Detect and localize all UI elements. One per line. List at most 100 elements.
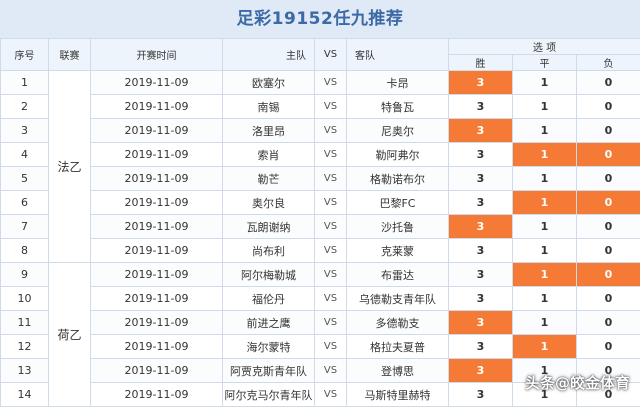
time-cell: 2019-11-09 [91,167,223,191]
time-cell: 2019-11-09 [91,287,223,311]
away-team: 多德勒支 [347,311,449,335]
vs-label: VS [315,95,347,119]
header-home: 主队 [223,39,315,71]
watermark: 头条@皎金体育 [525,372,630,393]
time-cell: 2019-11-09 [91,311,223,335]
home-team: 海尔蒙特 [223,335,315,359]
option-draw: 1 [513,215,577,239]
away-team: 特鲁瓦 [347,95,449,119]
seq-cell: 2 [1,95,49,119]
vs-label: VS [315,143,347,167]
option-draw: 1 [513,287,577,311]
time-cell: 2019-11-09 [91,71,223,95]
vs-label: VS [315,215,347,239]
vs-label: VS [315,287,347,311]
option-draw: 1 [513,239,577,263]
away-team: 布雷达 [347,263,449,287]
league-cell: 荷乙 [49,263,91,407]
seq-cell: 4 [1,143,49,167]
seq-cell: 7 [1,215,49,239]
option-draw: 1 [513,119,577,143]
away-team: 卡昂 [347,71,449,95]
option-win: 3 [449,143,513,167]
option-draw: 1 [513,191,577,215]
home-team: 福伦丹 [223,287,315,311]
seq-cell: 1 [1,71,49,95]
home-team: 阿尔克马尔青年队 [223,383,315,407]
option-win: 3 [449,167,513,191]
away-team: 登博思 [347,359,449,383]
option-draw: 1 [513,335,577,359]
home-team: 勒芒 [223,167,315,191]
time-cell: 2019-11-09 [91,191,223,215]
option-loss: 0 [577,287,640,311]
header-league: 联赛 [49,39,91,71]
option-win: 3 [449,263,513,287]
header-vs: VS [315,39,347,71]
vs-label: VS [315,239,347,263]
page-title: 足彩19152任九推荐 [0,0,640,38]
home-team: 尚布利 [223,239,315,263]
seq-cell: 14 [1,383,49,407]
option-draw: 1 [513,167,577,191]
seq-cell: 10 [1,287,49,311]
option-loss: 0 [577,167,640,191]
option-loss: 0 [577,335,640,359]
away-team: 马斯特里赫特 [347,383,449,407]
away-team: 格拉夫夏普 [347,335,449,359]
option-win: 3 [449,287,513,311]
seq-cell: 3 [1,119,49,143]
header-options: 选 项 [449,39,640,55]
option-win: 3 [449,191,513,215]
away-team: 格勒诺布尔 [347,167,449,191]
home-team: 欧塞尔 [223,71,315,95]
seq-cell: 8 [1,239,49,263]
vs-label: VS [315,383,347,407]
vs-label: VS [315,335,347,359]
away-team: 尼奥尔 [347,119,449,143]
option-loss: 0 [577,239,640,263]
vs-label: VS [315,167,347,191]
home-team: 前进之鹰 [223,311,315,335]
header-seq: 序号 [1,39,49,71]
vs-label: VS [315,71,347,95]
option-draw: 1 [513,263,577,287]
option-loss: 0 [577,311,640,335]
option-draw: 1 [513,71,577,95]
option-loss: 0 [577,71,640,95]
vs-label: VS [315,119,347,143]
time-cell: 2019-11-09 [91,383,223,407]
home-team: 南锡 [223,95,315,119]
time-cell: 2019-11-09 [91,95,223,119]
header-time: 开赛时间 [91,39,223,71]
option-win: 3 [449,119,513,143]
vs-label: VS [315,263,347,287]
league-cell: 法乙 [49,71,91,263]
seq-cell: 13 [1,359,49,383]
seq-cell: 11 [1,311,49,335]
home-team: 洛里昂 [223,119,315,143]
header-away: 客队 [347,39,449,71]
home-team: 阿尔梅勒城 [223,263,315,287]
option-win: 3 [449,239,513,263]
option-win: 3 [449,311,513,335]
option-loss: 0 [577,191,640,215]
header-win: 胜 [449,55,513,71]
option-loss: 0 [577,95,640,119]
option-loss: 0 [577,263,640,287]
seq-cell: 6 [1,191,49,215]
option-draw: 1 [513,311,577,335]
seq-cell: 12 [1,335,49,359]
option-loss: 0 [577,119,640,143]
seq-cell: 5 [1,167,49,191]
